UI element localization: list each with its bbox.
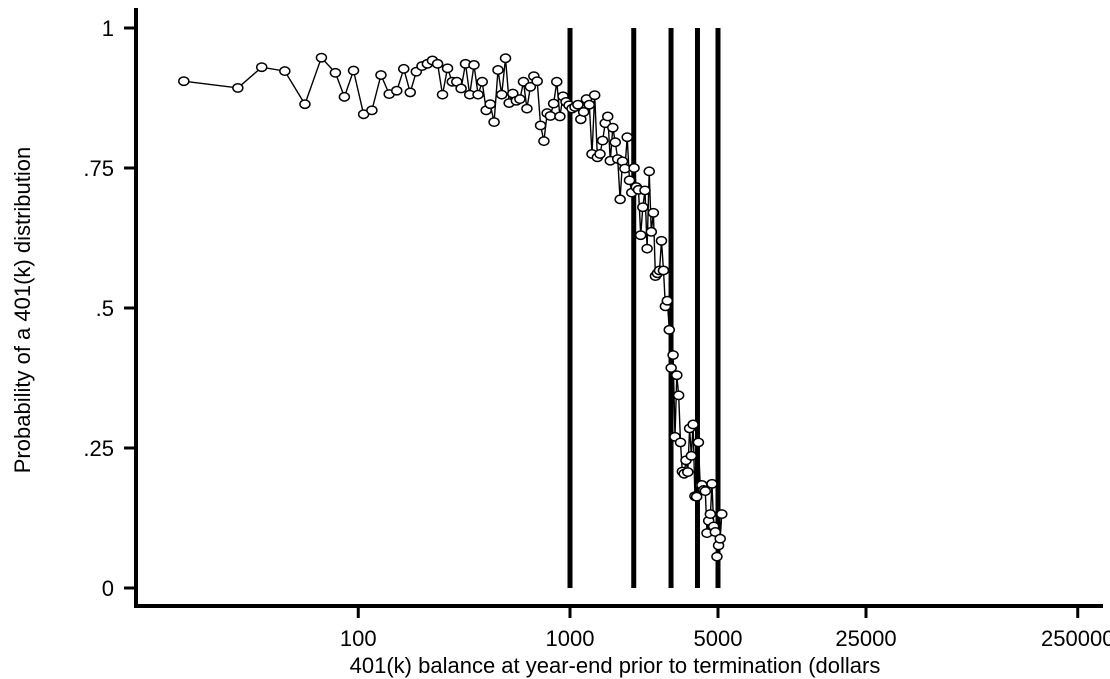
data-point — [521, 103, 533, 114]
data-point — [577, 107, 590, 117]
data-point — [607, 122, 619, 133]
data-point — [391, 85, 403, 96]
data-point — [711, 551, 723, 562]
data-point — [699, 486, 712, 497]
data-point — [655, 235, 668, 246]
x-tick-label: 25000 — [835, 626, 896, 651]
data-point — [628, 163, 640, 173]
data-point — [667, 350, 679, 360]
data-point — [547, 98, 560, 109]
data-point — [661, 295, 674, 306]
x-tick-label: 250000 — [1041, 626, 1110, 651]
data-point — [685, 450, 698, 461]
data-point — [232, 82, 244, 93]
x-axis-label: 401(k) balance at year-end prior to term… — [350, 653, 881, 678]
data-point — [255, 62, 268, 73]
data-point — [671, 370, 683, 381]
data-point — [476, 76, 488, 87]
data-point — [441, 63, 454, 74]
data-point — [588, 90, 601, 101]
data-point — [692, 437, 705, 448]
data-point — [643, 166, 655, 177]
data-point — [647, 207, 660, 218]
data-point — [531, 76, 543, 87]
data-point — [641, 243, 653, 254]
y-tick-label: .5 — [96, 296, 114, 321]
data-point — [572, 99, 584, 110]
data-point — [329, 67, 342, 78]
data-point — [609, 137, 622, 148]
data-point — [495, 89, 508, 100]
data-point — [404, 87, 416, 98]
x-tick-label: 5000 — [694, 626, 743, 651]
data-point — [706, 478, 718, 489]
x-tick-label: 100 — [340, 626, 377, 651]
data-point — [338, 91, 351, 102]
data-point — [484, 99, 496, 110]
data-point — [524, 81, 537, 92]
data-point — [436, 89, 449, 100]
data-point — [279, 66, 291, 77]
data-point — [690, 491, 703, 502]
data-point — [375, 70, 387, 80]
data-point — [634, 230, 647, 241]
data-point — [472, 89, 484, 100]
data-point — [514, 94, 526, 105]
data-point — [621, 132, 633, 143]
data-point — [347, 65, 360, 76]
data-point — [623, 175, 636, 186]
data-point — [682, 467, 694, 478]
data-point — [665, 362, 677, 373]
data-point — [455, 83, 467, 94]
data-point — [488, 117, 500, 128]
data-point — [657, 265, 670, 276]
data-point — [398, 63, 410, 74]
data-point — [538, 136, 550, 147]
y-axis-label: Probability of a 401(k) distribution — [10, 147, 35, 474]
y-tick-label: .25 — [83, 436, 114, 461]
data-point — [645, 226, 658, 237]
data-point — [663, 324, 676, 335]
data-point — [583, 99, 596, 110]
data-point — [674, 437, 687, 448]
data-point — [554, 111, 566, 122]
data-point — [299, 99, 311, 110]
data-point — [596, 135, 609, 146]
x-tick-label: 1000 — [546, 626, 595, 651]
y-tick-label: .75 — [83, 156, 114, 181]
data-point — [637, 202, 649, 213]
data-point — [551, 76, 563, 87]
data-point — [366, 105, 378, 116]
y-tick-label: 0 — [102, 576, 114, 601]
data-point — [499, 53, 512, 64]
data-point — [544, 110, 557, 121]
data-point — [704, 509, 717, 520]
data-point — [614, 194, 626, 205]
y-tick-label: 1 — [102, 16, 114, 41]
series-line — [183, 56, 723, 557]
data-point — [468, 60, 480, 70]
data-point — [602, 111, 614, 122]
data-point — [315, 52, 328, 63]
plot-area: 0 .25 .5 .75 1 100 1000 5000 25000 250000 — [83, 8, 1110, 651]
data-point — [492, 65, 504, 75]
data-point — [687, 419, 699, 430]
data-point — [672, 390, 685, 401]
data-point — [714, 533, 726, 544]
data-point — [534, 120, 547, 131]
data-point — [639, 185, 651, 196]
data-point — [716, 509, 728, 520]
data-point — [178, 76, 190, 87]
data-point — [594, 149, 606, 159]
data-point — [431, 58, 444, 69]
